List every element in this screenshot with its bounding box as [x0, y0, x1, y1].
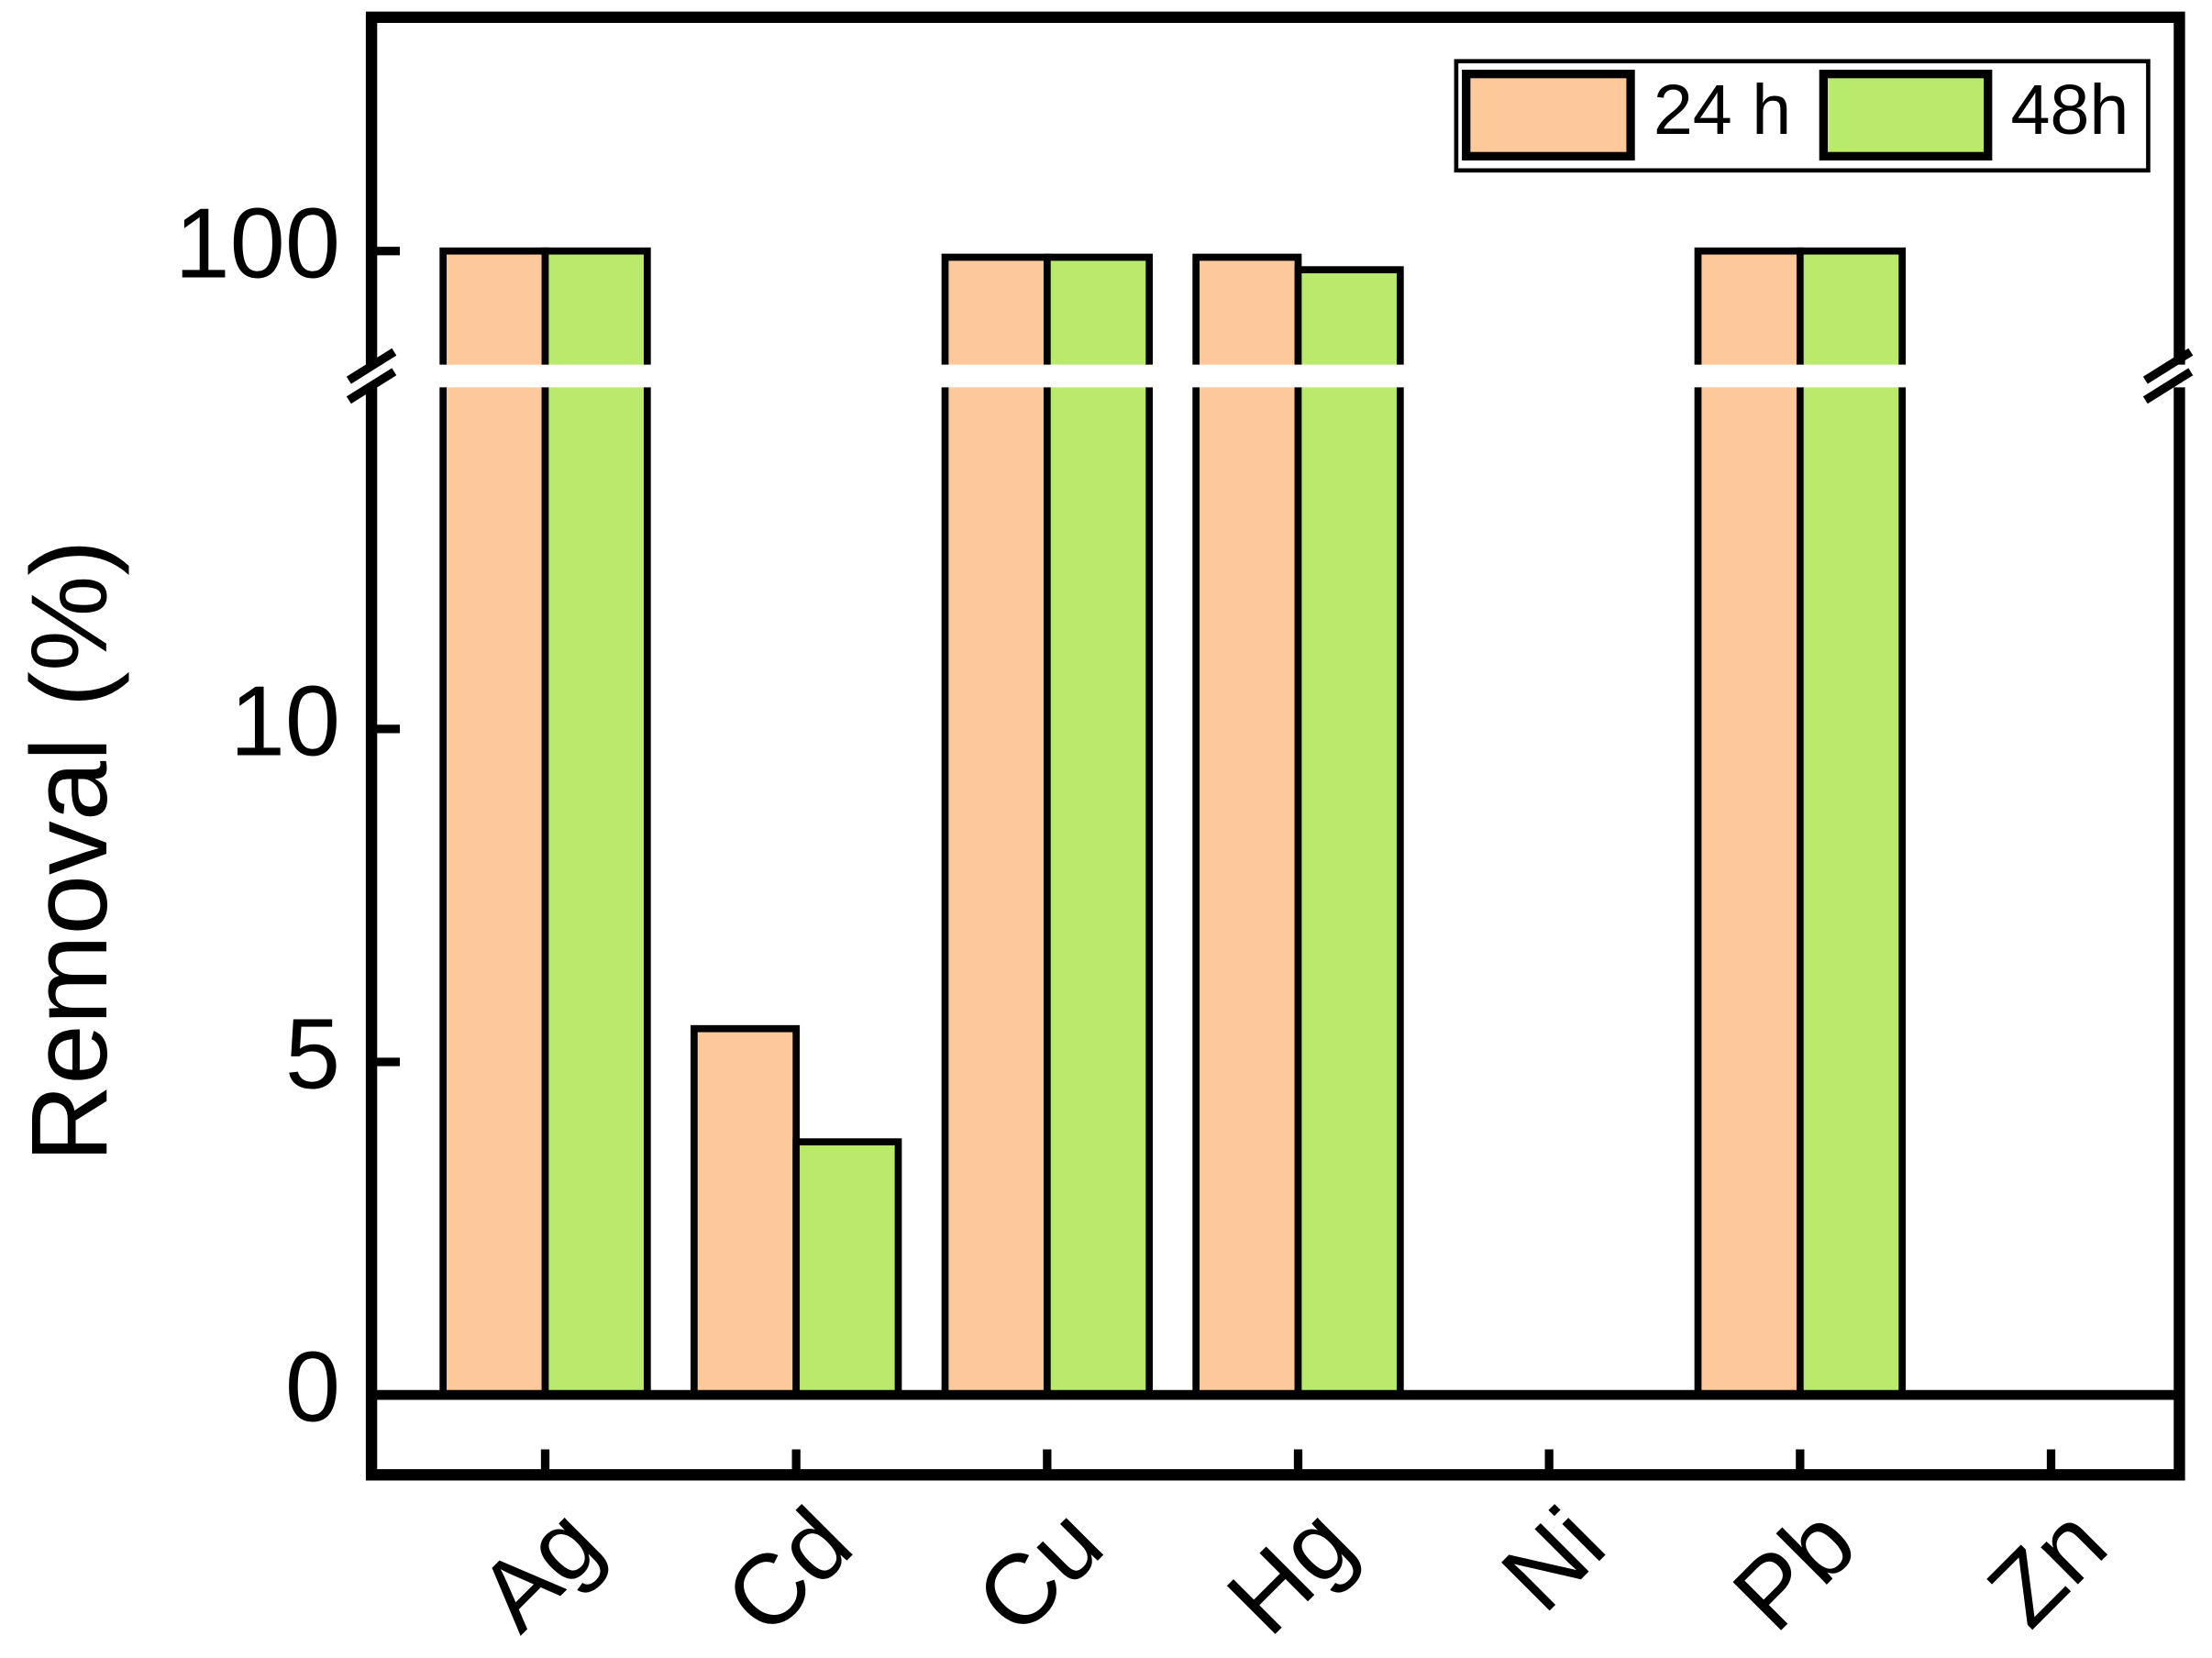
y-tick-label: 5 — [285, 999, 340, 1110]
x-tick-label: Hg — [1206, 1487, 1374, 1654]
bar — [792, 1138, 902, 1398]
bar — [1192, 253, 1302, 1398]
x-tick-label: Cu — [955, 1487, 1123, 1654]
bar — [1694, 247, 1804, 1398]
plot-frame — [365, 11, 2185, 1481]
x-tick-label: Ni — [1480, 1487, 1625, 1631]
bar — [1043, 253, 1154, 1398]
bar — [439, 247, 549, 1398]
legend-label: 48h — [2010, 71, 2129, 149]
axis-break-mark — [346, 348, 397, 384]
legend-swatch — [1462, 70, 1635, 160]
x-tick-label: Ag — [457, 1487, 621, 1651]
y-tick-label: 100 — [175, 187, 341, 298]
legend-label: 24 h — [1653, 71, 1791, 149]
axis-break-gap — [357, 364, 2194, 388]
axis-break-mark — [2142, 348, 2194, 384]
y-tick-label: 0 — [285, 1332, 340, 1442]
y-axis-label: Removal (%) — [9, 539, 129, 1162]
legend-swatch — [1819, 70, 1993, 160]
bar — [690, 1024, 801, 1398]
axis-break-mark — [346, 368, 397, 404]
bar — [1796, 247, 1907, 1398]
bar — [541, 247, 651, 1398]
x-tick-label: Zn — [1967, 1487, 2128, 1647]
x-tick-label: Cd — [704, 1487, 872, 1654]
y-tick-label: 10 — [230, 665, 340, 776]
x-tick-label: Pb — [1712, 1487, 1876, 1651]
bar — [1294, 266, 1404, 1398]
bar — [941, 253, 1051, 1398]
axis-break-mark — [2142, 368, 2194, 404]
